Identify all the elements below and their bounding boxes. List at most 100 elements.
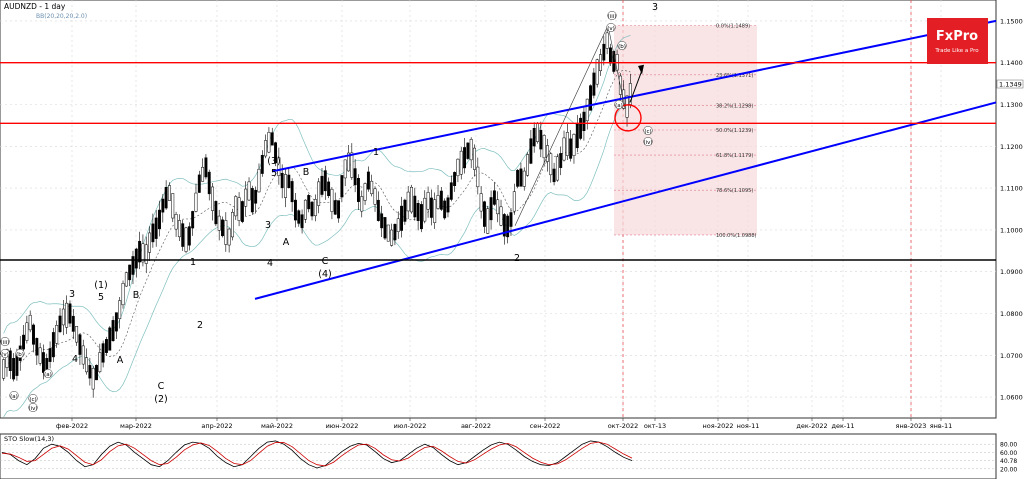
- candle-body: [293, 199, 297, 221]
- current-price-label: 1.1349: [999, 81, 1022, 89]
- wave-label: (c): [644, 129, 651, 135]
- candle-body: [161, 198, 165, 213]
- candle-body: [433, 199, 437, 223]
- stochastic-oscillator: [0, 440, 996, 470]
- candle-body: [522, 170, 526, 187]
- candle-body: [303, 199, 307, 220]
- stoch-d-line: [1, 441, 633, 467]
- candle-body: [280, 172, 284, 189]
- y-tick-label: 1.0800: [1000, 310, 1023, 318]
- fib-zone-box: [614, 25, 757, 235]
- candle-body: [579, 117, 583, 139]
- wave-label: 5: [271, 168, 277, 179]
- x-tick-label: янв-11: [930, 422, 953, 430]
- wave-label-ring: [0, 348, 10, 359]
- x-tick-label: окт-13: [644, 422, 666, 430]
- candle-body: [565, 132, 569, 156]
- candle-body: [406, 191, 410, 212]
- wave-label: (2): [154, 394, 167, 405]
- candle-body: [184, 227, 188, 252]
- candle-body: [542, 135, 546, 159]
- wave-label: (b): [618, 44, 626, 50]
- x-tick-label: сен-2022: [530, 422, 561, 430]
- candle-body: [270, 132, 274, 146]
- candle-body: [227, 228, 231, 246]
- candle-body: [317, 181, 321, 206]
- candle-body: [55, 324, 59, 344]
- candle-body: [32, 324, 35, 345]
- fibonacci-zone: 0.0%(1.1489)23.6%(1.1371)38.2%(1.1298)50…: [614, 23, 757, 239]
- stoch-tick-label: 20.00: [1000, 466, 1017, 473]
- candle-body: [181, 223, 185, 247]
- candle-body: [38, 347, 42, 364]
- time-axis: фев-2022 мар-2022 апр-2022 май-2022 июн-2022…: [56, 418, 952, 430]
- stoch-tick-label: 40.78: [1000, 458, 1017, 465]
- fib-level-label: 0.0%(1.1489): [716, 23, 750, 29]
- stoch-tick-label: 80.00: [1000, 442, 1017, 449]
- candle-body: [221, 219, 224, 237]
- highlight-circle: [614, 104, 642, 132]
- candle-body: [479, 193, 483, 212]
- candle-body: [154, 217, 158, 239]
- channel-lower: [254, 101, 997, 300]
- candle-body: [612, 50, 616, 72]
- wave-label: (iii): [1, 340, 10, 346]
- candle-body: [98, 352, 102, 373]
- candle-body: [516, 169, 520, 187]
- y-tick-label: 1.0900: [1000, 268, 1023, 276]
- candle-body: [290, 181, 294, 203]
- x-tick-label: ноя-11: [737, 422, 760, 430]
- wave-label-ring: [643, 125, 653, 136]
- candle-body: [313, 199, 317, 217]
- wave-label: C: [158, 381, 165, 392]
- candle-body: [138, 240, 142, 263]
- candle-body: [177, 220, 181, 238]
- candle-body: [101, 343, 105, 363]
- wave-label: (v): [1, 352, 9, 358]
- wave-label-ring: [28, 402, 38, 413]
- y-tick-label: 1.1300: [1000, 101, 1023, 109]
- candle-body: [436, 195, 440, 209]
- wave-label: 2: [197, 320, 203, 331]
- channel-upper: [271, 19, 997, 173]
- candle-body: [158, 209, 161, 230]
- wave-label: 4: [72, 354, 78, 365]
- candle-body: [486, 208, 490, 234]
- bb-lower: [3, 103, 631, 418]
- candle-body: [247, 181, 251, 201]
- candle-body: [473, 147, 476, 170]
- candle-body: [559, 153, 563, 168]
- x-tick-label: апр-2022: [201, 422, 232, 430]
- fxpro-logo: FxPro Trade Like a Pro: [927, 18, 988, 64]
- fib-level-label: 61.8%(1.1179): [716, 153, 753, 159]
- wave-label: B: [303, 167, 310, 178]
- candle-body: [121, 283, 125, 306]
- wave-label: A: [283, 237, 290, 248]
- price-axis: 1.1500 1.1400 1.1300 1.1200 1.1100 1.1000 1.09…: [996, 17, 1024, 402]
- candle-body: [240, 201, 244, 222]
- candle-body: [297, 210, 301, 224]
- candle-body: [51, 332, 55, 358]
- candle-body: [509, 212, 513, 227]
- candle-body: [356, 178, 360, 202]
- wave-label: B: [133, 290, 140, 301]
- y-tick-label: 1.1400: [1000, 59, 1023, 67]
- candle-body: [134, 248, 138, 269]
- candle-body: [81, 345, 85, 365]
- wave-label: 4: [267, 258, 273, 269]
- candle-body: [114, 312, 118, 332]
- candle-body: [327, 181, 331, 197]
- candle-body: [383, 217, 387, 239]
- candle-body: [426, 192, 430, 210]
- candle-body: [572, 134, 576, 156]
- candle-body: [65, 302, 69, 328]
- candle-body: [499, 206, 503, 226]
- candle-body: [124, 272, 128, 287]
- y-tick-label: 1.1500: [1000, 17, 1023, 25]
- candle-body: [230, 212, 234, 238]
- candle-body: [257, 168, 261, 193]
- candle-body: [104, 339, 108, 353]
- candle-body: [201, 166, 205, 182]
- candle-body: [400, 205, 404, 231]
